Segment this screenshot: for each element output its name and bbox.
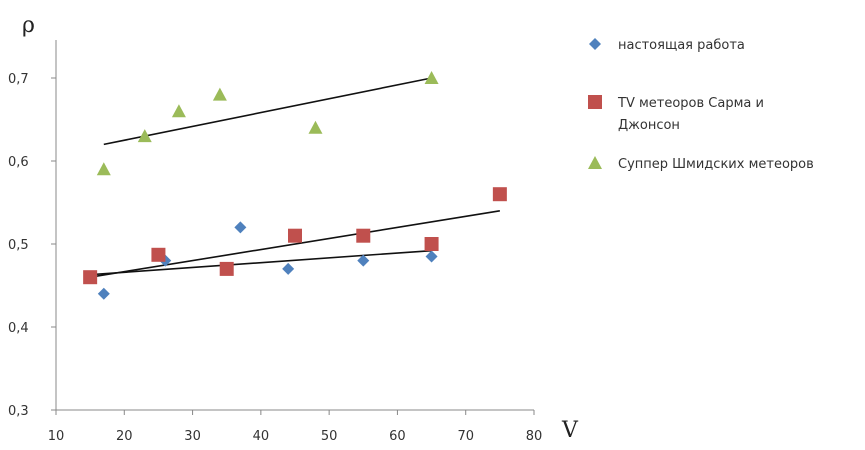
x-tick-group: 10 20 30 40 50 60 70 80: [48, 410, 543, 444]
trendline-series-1: [90, 249, 432, 276]
data-point-series-1: [97, 287, 110, 300]
y-axis-title: ρ: [22, 13, 35, 38]
axes: [55, 40, 534, 411]
x-tick-label: 20: [116, 429, 133, 444]
legend-marker-series-3: [588, 156, 602, 169]
data-point-series-1: [234, 221, 247, 234]
y-tick-label: 0,5: [8, 238, 29, 253]
data-point-series-3: [212, 87, 227, 101]
data-point-series-2: [288, 228, 302, 243]
data-point-series-2: [424, 237, 439, 251]
legend: настоящая работа TV метеоров Сарма и Джонс…: [588, 38, 814, 172]
trendline-series-2: [90, 210, 500, 278]
data-point-series-3: [171, 104, 186, 118]
x-tick-label: 30: [184, 429, 201, 444]
legend-marker-series-1: [589, 38, 601, 50]
trendline-group: [90, 77, 500, 278]
x-tick-label: 80: [526, 429, 543, 444]
x-tick-label: 10: [48, 429, 65, 444]
legend-marker-series-2: [588, 95, 602, 109]
legend-label-series-1: настоящая работа: [618, 38, 745, 53]
data-point-series-1: [425, 250, 438, 263]
x-axis-title: V: [561, 418, 579, 443]
y-tick-label: 0,6: [8, 155, 29, 170]
trendline-series-3: [103, 77, 432, 146]
x-tick-label: 40: [253, 429, 270, 444]
x-tick-label: 50: [321, 429, 338, 444]
x-tick-label: 60: [389, 429, 406, 444]
legend-label-series-2: TV метеоров Сарма и Джонсон: [617, 96, 764, 133]
data-point-series-1: [282, 262, 295, 275]
data-point-series-2: [83, 270, 98, 285]
legend-label-series-3: Суппер Шмидских метеоров: [618, 157, 814, 172]
x-tick-label: 70: [457, 429, 474, 444]
data-point-series-3: [308, 120, 323, 134]
data-point-series-3: [424, 71, 439, 84]
data-point-series-1: [357, 254, 370, 267]
y-tick-group: 0,3 0,4 0,5 0,6 0,7: [8, 72, 56, 419]
data-point-series-2: [151, 247, 166, 262]
point-group: [83, 71, 507, 300]
y-tick-label: 0,7: [8, 72, 29, 87]
y-tick-label: 0,4: [8, 321, 29, 336]
data-point-series-3: [137, 129, 152, 143]
data-point-series-2: [219, 261, 234, 276]
data-point-series-2: [492, 187, 507, 202]
data-point-series-2: [356, 228, 371, 243]
y-tick-label: 0,3: [8, 404, 29, 419]
data-point-series-3: [96, 162, 111, 176]
